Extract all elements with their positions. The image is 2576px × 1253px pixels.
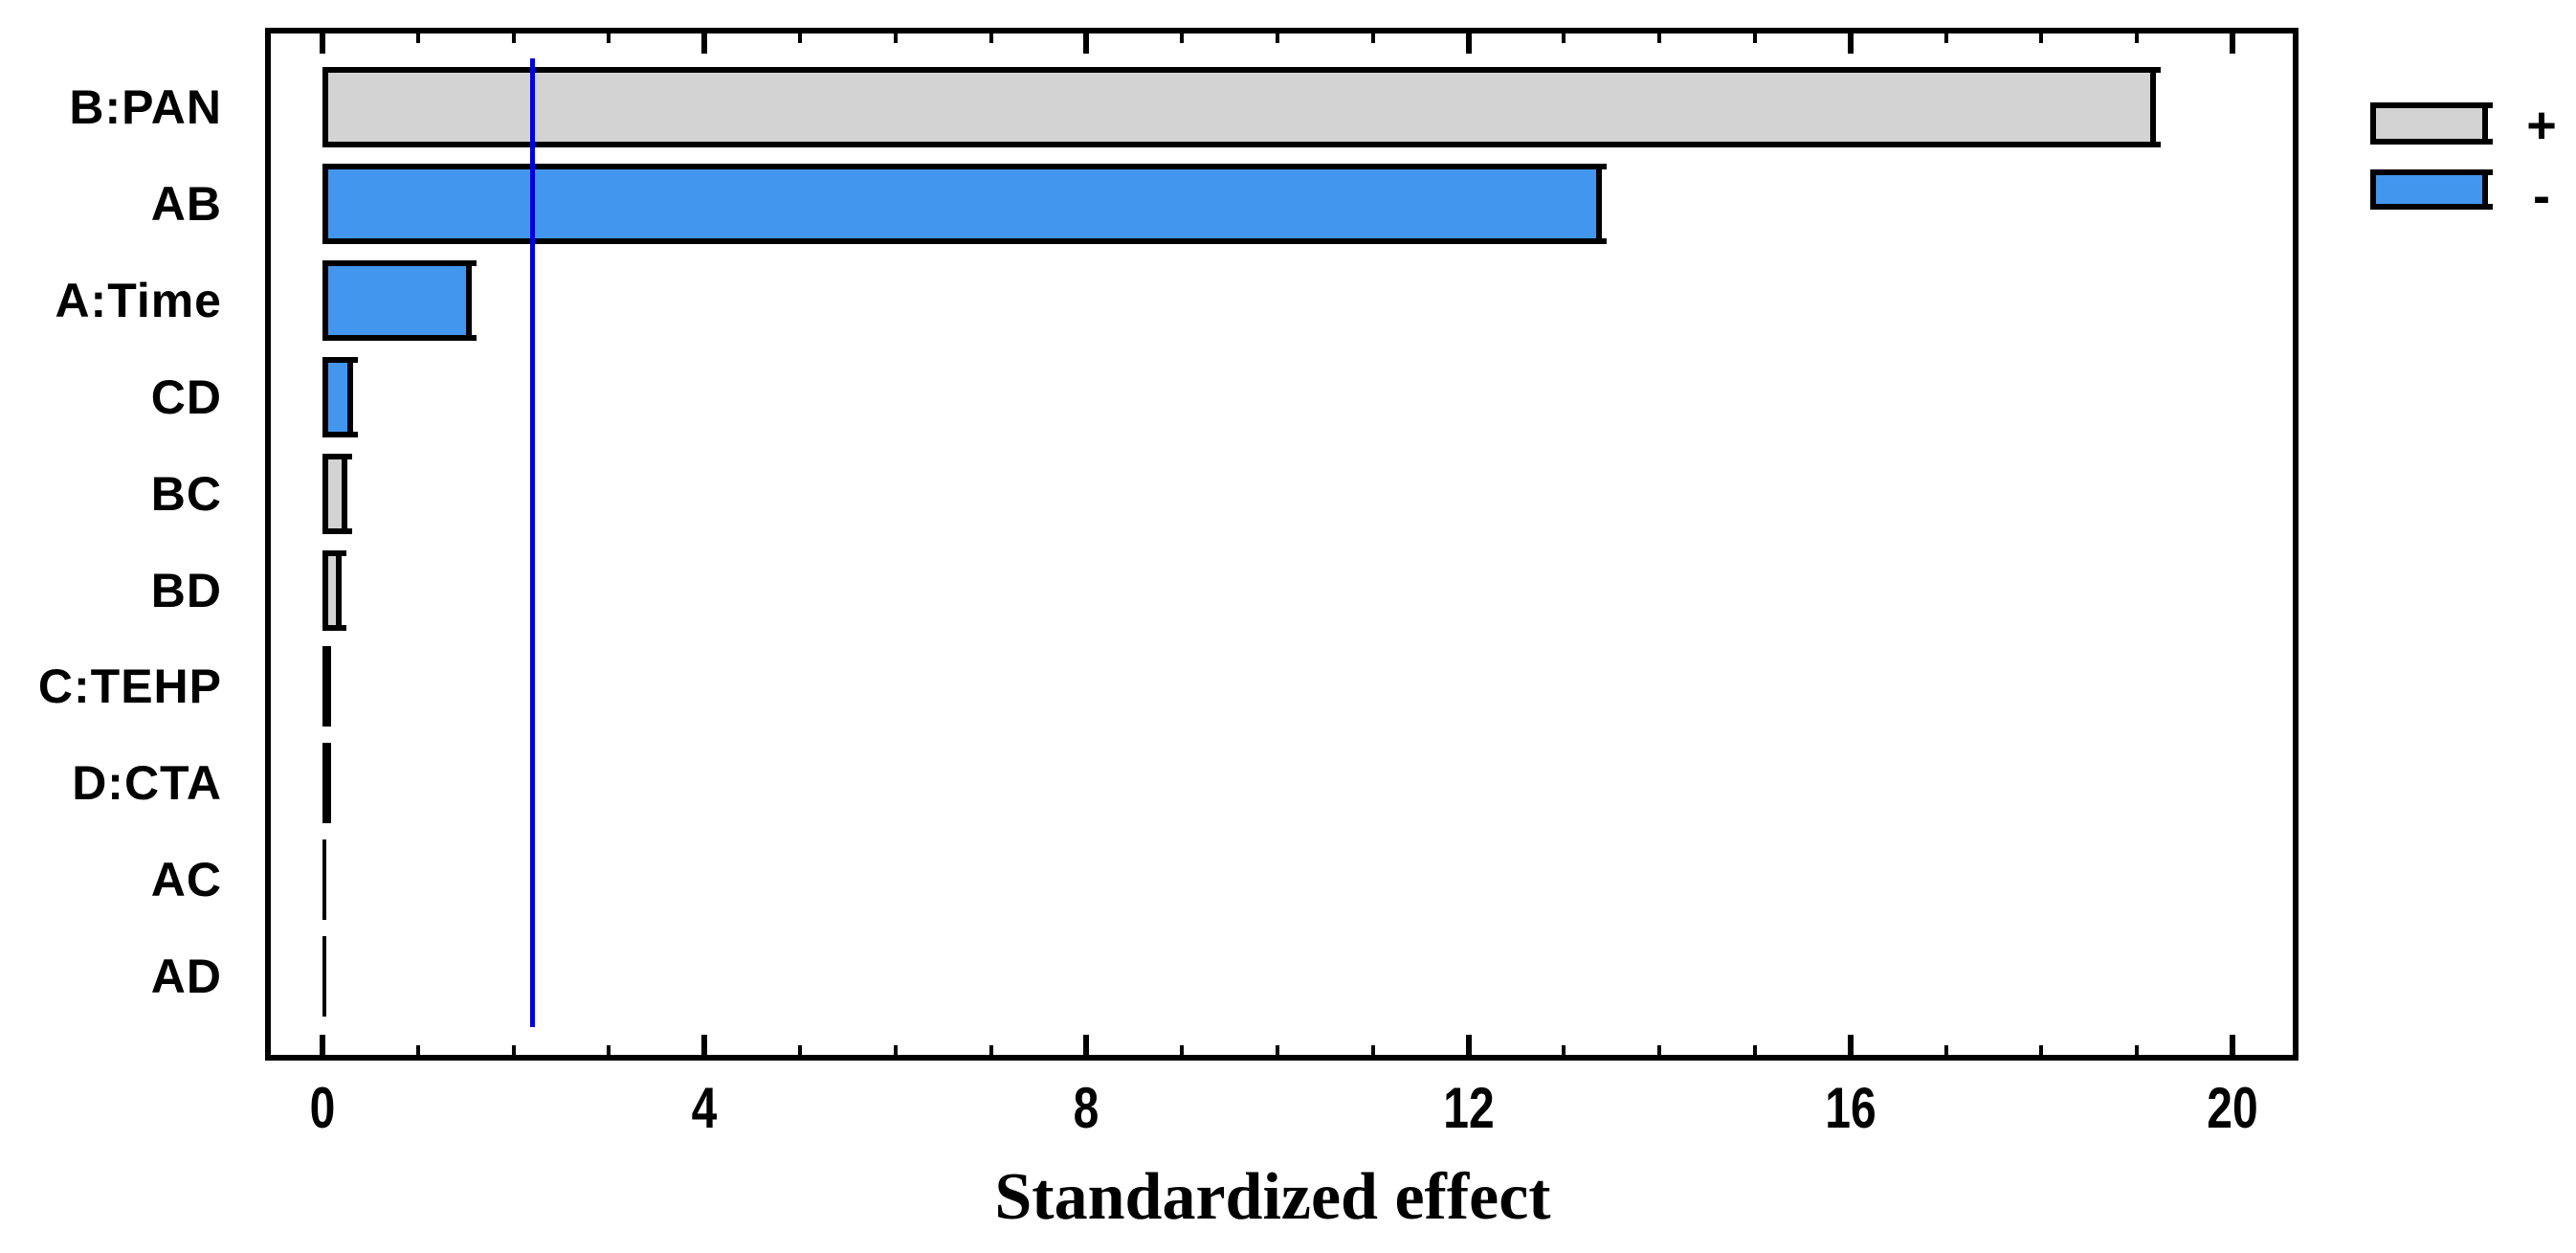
x-axis-tick-top bbox=[1847, 34, 1854, 54]
plot-frame bbox=[265, 28, 2298, 1061]
legend-swatch-positive bbox=[2370, 102, 2493, 145]
x-axis-tick-top bbox=[1657, 34, 1662, 43]
x-axis-tick-top bbox=[1943, 34, 1948, 43]
x-axis-title: Standardized effect bbox=[994, 1160, 1551, 1234]
x-axis-tick-label: 16 bbox=[1825, 1076, 1876, 1140]
bar-d-cta bbox=[322, 743, 331, 824]
bar-ad bbox=[322, 936, 326, 1018]
category-label: C:TEHP bbox=[37, 660, 222, 714]
x-axis-tick bbox=[2135, 1045, 2140, 1055]
bar-c-tehp bbox=[322, 646, 331, 727]
x-axis-tick-label: 0 bbox=[309, 1076, 336, 1140]
x-axis-tick bbox=[320, 1035, 325, 1055]
x-axis-tick-top bbox=[1276, 34, 1279, 43]
x-axis-tick bbox=[2039, 1045, 2044, 1055]
category-label: CD bbox=[150, 369, 222, 424]
x-axis-tick bbox=[1657, 1045, 1662, 1055]
x-axis-tick bbox=[2230, 1035, 2235, 1055]
x-axis-tick-top bbox=[893, 34, 898, 43]
category-label: BD bbox=[150, 563, 222, 617]
x-axis-tick-top bbox=[1562, 34, 1566, 43]
x-axis-tick bbox=[798, 1045, 802, 1055]
x-axis-tick-top bbox=[607, 34, 611, 43]
x-axis-tick-top bbox=[2135, 34, 2140, 43]
x-axis-tick-top bbox=[2230, 34, 2235, 54]
x-axis-tick-top bbox=[1083, 34, 1090, 54]
x-axis-tick bbox=[1753, 1045, 1757, 1055]
category-label: AC bbox=[150, 853, 222, 907]
x-axis-tick-top bbox=[701, 34, 708, 54]
x-axis-tick-top bbox=[415, 34, 420, 43]
legend-label-positive: + bbox=[2526, 97, 2557, 154]
x-axis-tick-top bbox=[511, 34, 516, 43]
x-axis-tick bbox=[988, 1045, 993, 1055]
bar-ac bbox=[322, 839, 326, 921]
bar-bc bbox=[322, 453, 352, 534]
x-axis-tick-label: 4 bbox=[691, 1076, 718, 1140]
bar-cd bbox=[322, 356, 358, 437]
category-label: A:Time bbox=[55, 273, 222, 327]
x-axis-tick bbox=[701, 1035, 708, 1055]
x-axis-tick-top bbox=[1370, 34, 1375, 43]
x-axis-tick-label: 20 bbox=[2207, 1076, 2258, 1140]
x-axis-tick bbox=[415, 1045, 420, 1055]
category-label: AD bbox=[150, 950, 222, 1004]
x-axis-tick bbox=[1370, 1045, 1375, 1055]
x-axis-tick bbox=[1083, 1035, 1090, 1055]
x-axis-tick-top bbox=[988, 34, 993, 43]
x-axis-tick-top bbox=[1180, 34, 1185, 43]
category-label: D:CTA bbox=[72, 756, 222, 811]
category-label: AB bbox=[150, 176, 222, 231]
legend-label-negative: - bbox=[2533, 168, 2550, 225]
bar-b-pan bbox=[322, 67, 2161, 147]
x-axis-tick bbox=[607, 1045, 611, 1055]
x-axis-tick-top bbox=[1465, 34, 1472, 54]
x-axis-tick bbox=[1562, 1045, 1566, 1055]
x-axis-tick-top bbox=[798, 34, 802, 43]
x-axis-tick-label: 8 bbox=[1074, 1076, 1099, 1140]
x-axis-tick-top bbox=[320, 34, 325, 54]
x-axis-tick bbox=[1180, 1045, 1185, 1055]
x-axis-tick bbox=[1847, 1035, 1854, 1055]
bar-ab bbox=[322, 163, 1607, 244]
category-label: BC bbox=[150, 466, 222, 521]
legend-swatch-negative bbox=[2370, 169, 2493, 210]
category-label: B:PAN bbox=[69, 80, 222, 134]
x-axis-tick-top bbox=[1753, 34, 1757, 43]
reference-line bbox=[530, 58, 536, 1027]
bar-a-time bbox=[322, 259, 477, 341]
x-axis-tick bbox=[1943, 1045, 1948, 1055]
x-axis-tick bbox=[1465, 1035, 1472, 1055]
x-axis-tick-label: 12 bbox=[1442, 1076, 1495, 1140]
x-axis-tick bbox=[893, 1045, 898, 1055]
x-axis-tick-top bbox=[2039, 34, 2044, 43]
x-axis-tick bbox=[511, 1045, 516, 1055]
bar-bd bbox=[322, 549, 346, 631]
x-axis-tick bbox=[1276, 1045, 1279, 1055]
